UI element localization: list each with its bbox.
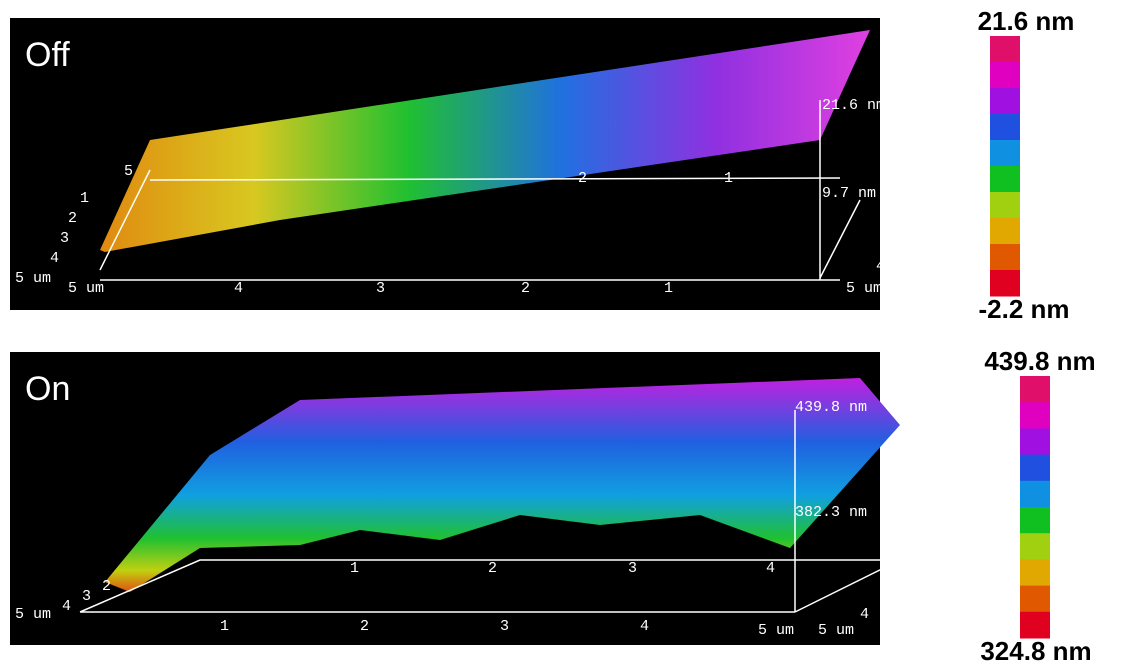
axis-label: 5 um xyxy=(818,622,854,639)
panel-label: On xyxy=(25,370,70,408)
colorbar-segment xyxy=(1020,586,1050,613)
axis-label: 1 xyxy=(926,574,935,591)
axis-label: 3 xyxy=(82,588,91,605)
axis-label: 3 xyxy=(376,280,385,297)
axis-label: 5 um xyxy=(15,270,51,287)
axis-label: 2 xyxy=(896,218,905,235)
figure: Off 21.6 nm 9.7 nm 5 1 2 3 4 5 um 5 um 4… xyxy=(0,0,1124,668)
axis-label: 2 xyxy=(360,618,369,635)
page: Off 21.6 nm 9.7 nm 5 1 2 3 4 5 um 5 um 4… xyxy=(0,0,1124,668)
axis-label: 4 xyxy=(876,258,885,275)
colorbars xyxy=(990,36,1050,639)
colorbar-segment xyxy=(1020,612,1050,639)
axis-label: 5 um xyxy=(846,280,882,297)
colorbar-segment xyxy=(1020,533,1050,560)
colorbar-segment xyxy=(990,114,1020,141)
axis-label: 3 xyxy=(882,594,891,611)
z-label: 9.7 nm xyxy=(822,185,876,202)
colorbar-segment xyxy=(990,62,1020,89)
axis-label: 4 xyxy=(640,618,649,635)
colorbar-segment xyxy=(1020,507,1050,534)
colorbar-segment xyxy=(990,218,1020,245)
axis-label: 5 um xyxy=(884,563,920,580)
axis-label: 1 xyxy=(880,200,889,217)
axis-label: 3 xyxy=(60,230,69,247)
axis-label: 5 um xyxy=(15,606,51,623)
colorbar-segment xyxy=(1020,455,1050,482)
colorbar-segment xyxy=(1020,481,1050,508)
colorbar-segment xyxy=(990,36,1020,63)
axis-label: 4 xyxy=(860,606,869,623)
colorbar-min: -2.2 nm xyxy=(978,294,1069,324)
colorbar-max: 439.8 nm xyxy=(984,346,1095,376)
axis-label: 2 xyxy=(68,210,77,227)
axis-label: 2 xyxy=(578,170,587,187)
colorbar-segment xyxy=(990,88,1020,115)
axis-label: 5 xyxy=(124,163,133,180)
colorbar-segment xyxy=(1020,376,1050,403)
axis-label: 4 xyxy=(50,250,59,267)
axis-label: 2 xyxy=(488,560,497,577)
colorbar-segment xyxy=(990,166,1020,193)
axis-label: 1 xyxy=(220,618,229,635)
z-label: 439.8 nm xyxy=(795,399,867,416)
z-label: 21.6 nm xyxy=(822,97,885,114)
axis-label: 2 xyxy=(521,280,530,297)
colorbar-segment xyxy=(990,192,1020,219)
z-label: 382.3 nm xyxy=(795,504,867,521)
axis-label: 2 xyxy=(102,578,111,595)
axis-label: 4 xyxy=(234,280,243,297)
axis-label: 3 xyxy=(500,618,509,635)
colorbar-segment xyxy=(990,244,1020,271)
axis-label: 3 xyxy=(886,238,895,255)
colorbar-segment xyxy=(1020,559,1050,586)
axis-label: 1 xyxy=(350,560,359,577)
colorbar-segment xyxy=(1020,402,1050,429)
colorbar-segment xyxy=(990,140,1020,167)
colorbar-segment xyxy=(1020,428,1050,455)
panel-label: Off xyxy=(25,36,70,74)
axis-label: 4 xyxy=(62,598,71,615)
axis-label: 5 um xyxy=(758,622,794,639)
axis-label: 2 xyxy=(904,584,913,601)
axis-label: 4 xyxy=(766,560,775,577)
axis-label: 1 xyxy=(664,280,673,297)
colorbar-segment xyxy=(990,270,1020,297)
axis-label: 3 xyxy=(628,560,637,577)
colorbar-min: 324.8 nm xyxy=(980,636,1091,666)
axis-label: 1 xyxy=(724,170,733,187)
axis-label: 1 xyxy=(80,190,89,207)
axis-label: 5 um xyxy=(68,280,104,297)
colorbar-max: 21.6 nm xyxy=(978,6,1075,36)
